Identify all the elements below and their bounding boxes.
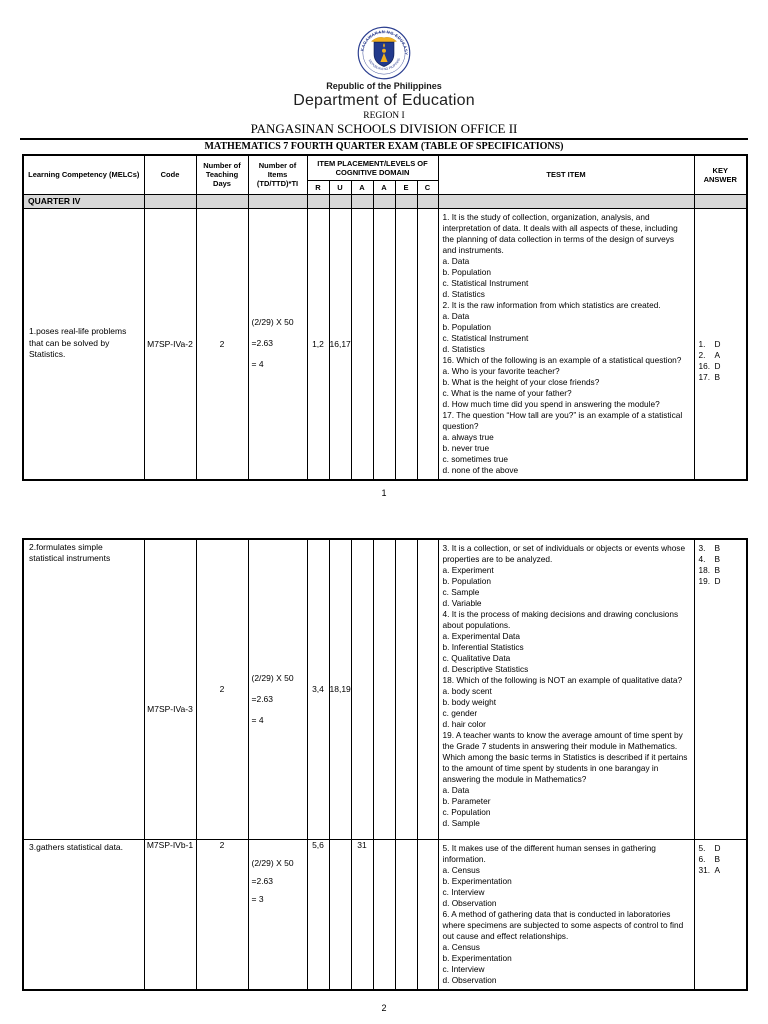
placement-u-cell [328, 839, 352, 991]
placement-e-cell [394, 538, 418, 840]
table-row: 2.formulates simple statistical instrume… [22, 538, 748, 840]
placement-e-cell [394, 839, 418, 991]
seal-flame-icon [383, 43, 385, 48]
items-formula-cell: (2/29) X 50 =2.63 = 3 [247, 839, 308, 991]
document-header: KAGAWARAN NG EDUKASYON REPUBLIKA NG PILI… [0, 0, 768, 152]
days-cell: 2 [195, 207, 249, 480]
col-header-test-item: TEST ITEM [437, 154, 695, 195]
page-number-2: 2 [381, 1003, 387, 1013]
code-cell: M7SP-IVa-3 [143, 538, 197, 840]
placement-c-cell [416, 538, 439, 840]
division-line: PANGASINAN SCHOOLS DIVISION OFFICE II [250, 121, 518, 136]
placement-a2-cell [372, 839, 396, 991]
key-answer-letters: D A D B [714, 338, 721, 382]
col-header-code: Code [143, 154, 197, 195]
key-answer-cell: 1. 2. 16. 17. D A D B [693, 207, 748, 480]
key-answer-letters: B B B D [714, 542, 721, 586]
test-item-cell: 5. It makes use of the different human s… [437, 839, 695, 991]
col-header-days: Number of Teaching Days [195, 154, 249, 195]
placement-a1-cell [350, 538, 374, 840]
col-header-key-answer: KEY ANSWER [693, 154, 748, 195]
col-header-cognitive-domain: ITEM PLACEMENT/LEVELS OF COGNITIVE DOMAI… [306, 154, 439, 181]
table-row: 1.poses real-life problems that can be s… [22, 207, 748, 480]
key-answer-letters: D B A [714, 843, 721, 875]
doc-title: MATHEMATICS 7 FOURTH QUARTER EXAM (TABLE… [204, 141, 564, 152]
items-formula-cell: (2/29) X 50 =2.63 = 4 [247, 207, 308, 480]
key-answer-cell: 5. 6. 31. D B A [693, 839, 748, 991]
tos-table-page-1: Learning Competency (MELCs) Code Number … [22, 154, 749, 481]
col-header-items: Number of Items (TD/TTD)*TI [247, 154, 308, 195]
days-cell: 2 [195, 538, 249, 840]
code-cell: M7SP-IVb-1 [143, 839, 197, 991]
header-divider [20, 138, 748, 140]
level-header-u: U [328, 179, 352, 195]
key-answer-cell: 3. 4. 18. 19. B B B D [693, 538, 748, 840]
section-row-quarter-iv: QUARTER IV [22, 193, 748, 209]
level-header-a1: A [350, 179, 374, 195]
key-answer-numbers: 5. 6. 31. [698, 843, 711, 875]
placement-e-cell [394, 207, 418, 480]
test-item-cell: 1. It is the study of collection, organi… [437, 207, 695, 480]
region-line: REGION I [363, 111, 405, 121]
placement-u-cell: 16,17 [328, 207, 352, 480]
placement-a2-cell [372, 538, 396, 840]
placement-c-cell [416, 207, 439, 480]
level-header-r: R [306, 179, 330, 195]
melc-cell: 2.formulates simple statistical instrume… [22, 538, 145, 840]
placement-a1-cell [350, 207, 374, 480]
tos-table-page-2: 2.formulates simple statistical instrume… [22, 537, 748, 991]
page-number-1: 1 [381, 487, 387, 498]
deped-seal-logo: KAGAWARAN NG EDUKASYON REPUBLIKA NG PILI… [357, 26, 411, 80]
placement-a1-cell: 31 [350, 839, 374, 991]
items-formula-cell: (2/29) X 50 =2.63 = 4 [247, 538, 308, 840]
placement-a2-cell [372, 207, 396, 480]
level-header-c: C [416, 179, 439, 195]
seal-figure-body [380, 53, 388, 62]
section-label: QUARTER IV [22, 193, 145, 209]
department-name: Department of Education [293, 92, 475, 109]
col-header-melc: Learning Competency (MELCs) [22, 154, 145, 195]
melc-cell: 3.gathers statistical data. [22, 839, 145, 991]
test-item-cell: 3. It is a collection, or set of individ… [437, 538, 695, 840]
key-answer-numbers: 1. 2. 16. 17. [698, 338, 711, 382]
key-answer-numbers: 3. 4. 18. 19. [698, 542, 711, 586]
republic-line: Republic of the Philippines [326, 81, 442, 91]
placement-c-cell [416, 839, 439, 991]
placement-r-cell: 5,6 [306, 839, 330, 991]
level-header-e: E [394, 179, 418, 195]
melc-cell: 1.poses real-life problems that can be s… [22, 207, 145, 480]
seal-figure-head [382, 48, 386, 53]
placement-r-cell: 1,2 [306, 207, 330, 480]
placement-r-cell: 3,4 [306, 538, 330, 840]
level-header-a2: A [372, 179, 396, 195]
table-row: 3.gathers statistical data. M7SP-IVb-1 2… [22, 839, 748, 991]
days-cell: 2 [195, 839, 249, 991]
placement-u-cell: 18,19 [328, 538, 352, 840]
code-cell: M7SP-IVa-2 [143, 207, 197, 480]
